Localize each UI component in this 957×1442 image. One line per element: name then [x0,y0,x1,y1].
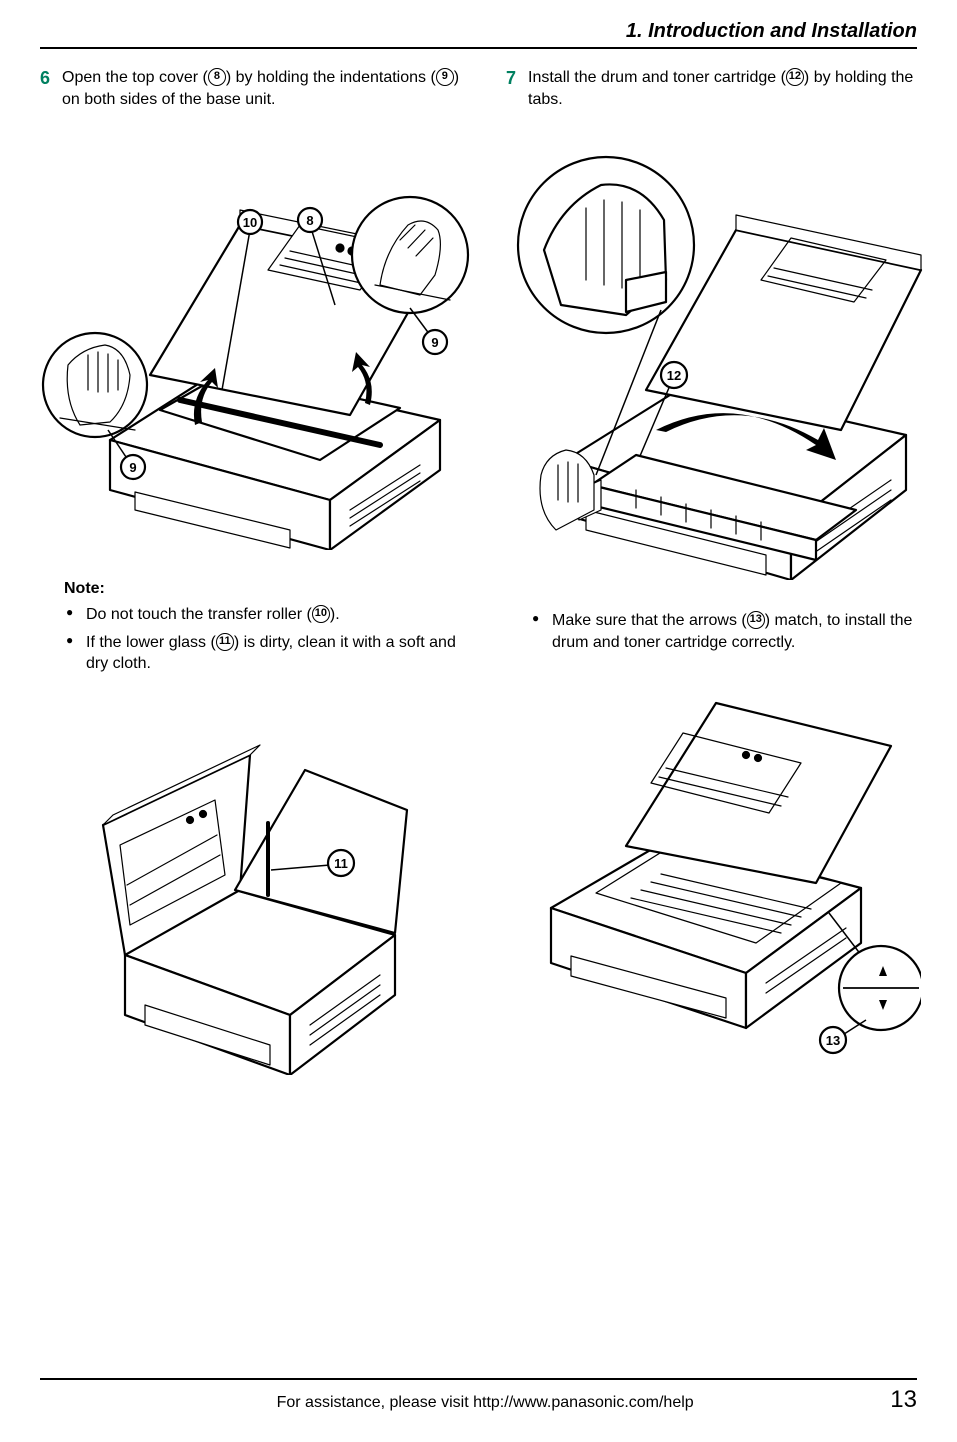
step-text: Install the drum and toner cartridge (12… [528,67,936,110]
note-block: Note: Do not touch the transfer roller (… [64,580,480,675]
right-bullet-list: Make sure that the arrows (13) match, to… [530,610,936,653]
text-frag: Open the top cover ( [62,69,208,86]
text-frag: Install the drum and toner cartridge ( [528,69,786,86]
step-7: 7 Install the drum and toner cartridge (… [506,67,936,110]
inset-left-hand [43,333,147,437]
chapter-header: 1. Introduction and Installation [40,20,917,49]
figure-open-top-cover: 10 8 [40,130,480,550]
note-item: If the lower glass (11) is dirty, clean … [64,632,480,675]
inset-right-hand [352,197,468,313]
figure-arrows-match: 13 [521,678,921,1068]
svg-text:12: 12 [667,368,681,383]
ref-11-icon: 11 [216,633,234,651]
left-column: 6 Open the top cover (8) by holding the … [40,67,480,1105]
page: 1. Introduction and Installation 6 Open … [0,0,957,1442]
text-frag: If the lower glass ( [86,634,216,651]
svg-text:9: 9 [129,460,136,475]
note-title: Note: [64,580,480,598]
svg-text:10: 10 [243,215,257,230]
page-number: 13 [890,1386,917,1414]
text-frag: Make sure that the arrows ( [552,612,747,629]
callout-13: 13 [820,1020,866,1053]
svg-text:13: 13 [826,1033,840,1048]
page-footer: For assistance, please visit http://www.… [40,1378,917,1414]
step-6: 6 Open the top cover (8) by holding the … [40,67,480,110]
figure-lower-glass: 11 [95,715,425,1075]
callout-9-right: 9 [410,308,447,354]
step-number: 6 [40,67,50,110]
text-frag: ). [330,606,340,623]
svg-text:8: 8 [306,213,313,228]
ref-12-icon: 12 [786,68,804,86]
footer-assistance-text: For assistance, please visit http://www.… [80,1394,890,1412]
text-frag: Do not touch the transfer roller ( [86,606,312,623]
step-number: 7 [506,67,516,110]
ref-10-icon: 10 [312,605,330,623]
ref-8-icon: 8 [208,68,226,86]
svg-text:11: 11 [334,856,348,871]
svg-text:9: 9 [431,335,438,350]
figure-install-cartridge: 12 [506,130,936,580]
bullet-item: Make sure that the arrows (13) match, to… [530,610,936,653]
note-list: Do not touch the transfer roller (10). I… [64,604,480,675]
inset-arrows [829,913,921,1030]
ref-13-icon: 13 [747,611,765,629]
content-columns: 6 Open the top cover (8) by holding the … [40,67,917,1105]
step-text: Open the top cover (8) by holding the in… [62,67,480,110]
text-frag: ) by holding the indentations ( [226,69,436,86]
ref-9-icon: 9 [436,68,454,86]
right-column: 7 Install the drum and toner cartridge (… [506,67,936,1105]
note-item: Do not touch the transfer roller (10). [64,604,480,626]
